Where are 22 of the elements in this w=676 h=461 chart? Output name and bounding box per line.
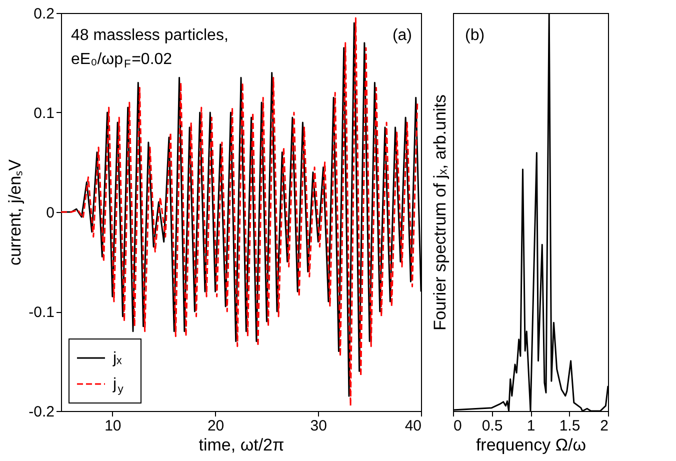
x-tick-label: 10 xyxy=(104,418,122,434)
x-axis-title: frequency Ω/ω xyxy=(476,436,586,454)
y-axis-title: current, j/enₛV xyxy=(6,158,25,266)
y-tick-label: -0.1 xyxy=(28,304,54,321)
legend-label: jₓ xyxy=(112,350,123,367)
x-tick-label: 1 xyxy=(526,418,536,434)
annotation: (a) xyxy=(392,27,412,44)
x-tick-label: 40 xyxy=(404,418,422,434)
x-tick-label: 0.5 xyxy=(482,418,503,434)
y-tick-label: 0 xyxy=(46,204,54,222)
y-tick-label: -0.2 xyxy=(28,404,54,420)
y-tick-label: 0.2 xyxy=(34,6,54,22)
annotation: 48 massless particles, xyxy=(71,27,228,44)
x-tick-label: 0 xyxy=(454,418,462,434)
x-tick-label: 30 xyxy=(310,418,327,434)
x-tick-label: 1.5 xyxy=(559,418,580,434)
y-axis-title: Fourier spectrum of jₓ, arb.units xyxy=(430,94,450,331)
x-tick-label: 2 xyxy=(600,418,608,434)
x-axis-title: time, ωt/2π xyxy=(198,436,284,454)
annotation: (b) xyxy=(465,27,485,44)
y-tick-label: 0.1 xyxy=(34,105,54,122)
x-tick-label: 20 xyxy=(207,418,224,434)
